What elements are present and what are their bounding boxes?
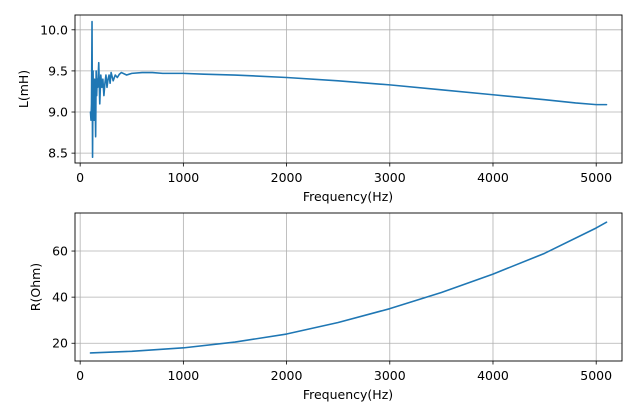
resistance-x-tick-label: 1000: [167, 368, 199, 383]
inductance-y-axis-label: L(mH): [16, 70, 31, 108]
inductance-series: [89, 20, 608, 159]
inductance-x-tick-label: 0: [76, 170, 84, 185]
resistance-ticks: 0 1000 2000 3000 4000 5000 20 40 60: [52, 244, 612, 383]
inductance-x-tick-label: 1000: [167, 170, 199, 185]
inductance-x-axis-label: Frequency(Hz): [303, 189, 393, 204]
inductance-y-tick-label: 8.5: [48, 146, 68, 161]
inductance-plot-frame: [74, 14, 623, 164]
inductance-y-tick-label: 10.0: [40, 22, 68, 37]
resistance-subplot: 0 1000 2000 3000 4000 5000 20 40 60 Frequency(Hz…: [28, 212, 623, 402]
resistance-x-tick-label: 5000: [580, 368, 612, 383]
inductance-x-tick-label: 5000: [580, 170, 612, 185]
inductance-data-line: [89, 20, 608, 159]
inductance-y-tick-label: 9.5: [48, 63, 68, 78]
resistance-x-tick-label: 4000: [477, 368, 509, 383]
inductance-subplot: 0 1000 2000 3000 4000 5000 8.5 9.0 9.5 10.0 Frequ…: [16, 14, 623, 204]
inductance-x-tick-label: 4000: [477, 170, 509, 185]
resistance-y-tick-label: 20: [52, 336, 68, 351]
resistance-series: [89, 221, 608, 354]
inductance-x-tick-label: 2000: [271, 170, 303, 185]
resistance-y-tick-label: 60: [52, 244, 68, 259]
resistance-y-tick-label: 40: [52, 290, 68, 305]
inductance-grid: [75, 15, 622, 163]
resistance-x-tick-label: 0: [76, 368, 84, 383]
resistance-grid: [75, 213, 622, 361]
inductance-ticks: 0 1000 2000 3000 4000 5000 8.5 9.0 9.5 10.0: [40, 22, 612, 185]
resistance-y-axis-label: R(Ohm): [28, 263, 43, 311]
resistance-x-axis-label: Frequency(Hz): [303, 387, 393, 402]
resistance-plot-frame: [74, 212, 623, 362]
inductance-x-tick-label: 3000: [374, 170, 406, 185]
inductance-y-tick-label: 9.0: [48, 105, 68, 120]
resistance-x-tick-label: 2000: [271, 368, 303, 383]
resistance-x-tick-label: 3000: [374, 368, 406, 383]
resistance-data-line: [89, 221, 608, 354]
